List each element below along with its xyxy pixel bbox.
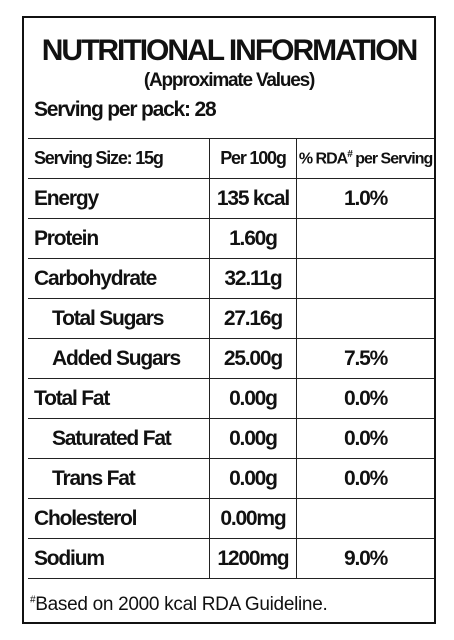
header-text: % RDA — [298, 150, 348, 168]
nutrient-value: 1200mg — [208, 538, 298, 579]
empty-cell — [296, 258, 434, 299]
subtitle: (Approximate Values) — [143, 70, 315, 91]
nutrient-value: 0.0% — [296, 378, 434, 419]
nutrient-value: 1.60g — [208, 218, 298, 259]
column-header: % RDA# per Serving — [296, 138, 434, 179]
nutrient-name: Total Sugars — [28, 298, 210, 339]
footnote: #Based on 2000 kcal RDA Guideline. — [30, 594, 328, 616]
nutrition-label: NUTRITIONAL INFORMATION (Approximate Val… — [22, 16, 436, 624]
nutrient-value: 1.0% — [296, 178, 434, 219]
nutrient-value: 135 kcal — [208, 178, 298, 219]
nutrient-row: Protein 1.60g — [28, 218, 434, 259]
nutrient-row: Saturated Fat 0.00g 0.0% — [28, 418, 434, 459]
header-row: Serving Size: 15g Per 100g % RDA# per Serv… — [28, 138, 434, 179]
header-text: per Serving — [351, 150, 433, 168]
nutrient-value: 0.00mg — [208, 498, 298, 539]
nutrient-value: 0.00g — [208, 378, 298, 419]
nutrient-name: Protein — [28, 218, 210, 259]
header-text: Per 100g — [220, 148, 287, 168]
nutrient-row: Total Sugars 27.16g — [28, 298, 434, 339]
nutrient-name: Added Sugars — [28, 338, 210, 379]
nutrient-value: 0.0% — [296, 458, 434, 499]
serving-info: Serving per pack: 28 — [34, 98, 217, 121]
footnote-text: Based on 2000 kcal RDA Guideline. — [35, 594, 328, 615]
header-text: Serving Size: 15g — [34, 148, 164, 168]
nutrient-row: Carbohydrate 32.11g — [28, 258, 434, 299]
nutrient-name: Energy — [28, 178, 210, 219]
nutrient-row: Trans Fat 0.00g 0.0% — [28, 458, 434, 499]
nutrient-row: Cholesterol 0.00mg — [28, 498, 434, 539]
nutrient-row: Energy 135 kcal 1.0% — [28, 178, 434, 219]
nutrient-name: Saturated Fat — [28, 418, 210, 459]
empty-cell — [296, 498, 434, 539]
nutrient-row: Total Fat 0.00g 0.0% — [28, 378, 434, 419]
nutrient-name: Total Fat — [28, 378, 210, 419]
column-header: Per 100g — [209, 138, 298, 179]
nutrient-value: 27.16g — [208, 298, 298, 339]
nutrient-name: Trans Fat — [28, 458, 210, 499]
nutrition-table: Serving Size: 15g Per 100g % RDA# per Serv… — [28, 138, 434, 579]
nutrient-value: 32.11g — [208, 258, 298, 299]
nutrient-row: Added Sugars 25.00g 7.5% — [28, 338, 434, 379]
footnote-mark: # — [30, 594, 36, 606]
nutrient-name: Sodium — [28, 538, 210, 579]
empty-cell — [296, 218, 434, 259]
empty-cell — [296, 298, 434, 339]
nutrient-name: Carbohydrate — [28, 258, 210, 299]
nutrient-value: 25.00g — [208, 338, 298, 379]
nutrient-value: 9.0% — [296, 538, 434, 579]
header-mark: # — [347, 148, 352, 160]
title: NUTRITIONAL INFORMATION — [41, 34, 419, 67]
nutrient-name: Cholesterol — [28, 498, 210, 539]
nutrient-value: 0.0% — [296, 418, 434, 459]
nutrient-row: Sodium 1200mg 9.0% — [28, 538, 434, 579]
nutrient-value: 0.00g — [208, 458, 298, 499]
nutrient-value: 7.5% — [296, 338, 434, 379]
nutrient-value: 0.00g — [208, 418, 298, 459]
column-header: Serving Size: 15g — [28, 138, 210, 179]
